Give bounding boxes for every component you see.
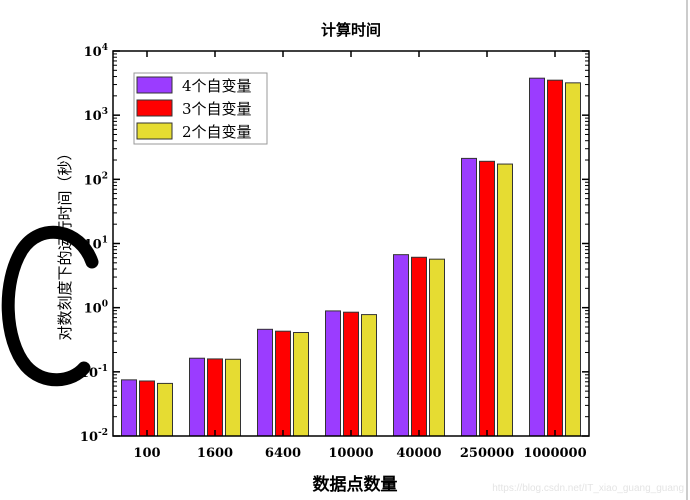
watermark: https://blog.csdn.net/IT_xiao_guang_guan… <box>492 483 684 494</box>
bar-10000-2 <box>343 311 359 437</box>
bar-250000-3 <box>497 163 513 437</box>
window-edge <box>686 0 688 500</box>
bar-1000000-1 <box>529 77 545 437</box>
legend-swatch <box>136 99 173 117</box>
x-axis-label: 数据点数量 <box>313 474 398 495</box>
bar-6400-1 <box>257 328 273 437</box>
bar-100-1 <box>121 379 137 437</box>
bar-40000-3 <box>429 258 445 437</box>
y-tick-label: 104 <box>84 43 108 60</box>
bar-40000-1 <box>393 254 409 437</box>
legend-swatch <box>136 122 173 140</box>
legend-label: 3个自变量 <box>182 100 252 118</box>
bar-1600-2 <box>207 358 223 437</box>
x-tick-label: 10000 <box>328 446 373 461</box>
x-tick-label: 100 <box>133 446 160 461</box>
x-tick-label: 1600 <box>197 446 233 461</box>
legend-label: 4个自变量 <box>182 77 252 95</box>
bar-1000000-3 <box>565 82 581 437</box>
y-tick-label: 100 <box>84 300 108 317</box>
y-tick-label: 102 <box>84 171 108 188</box>
bar-1600-3 <box>225 358 241 437</box>
bar-100-3 <box>157 382 173 437</box>
chart-title: 计算时间 <box>321 21 381 39</box>
x-tick-label: 40000 <box>396 446 441 461</box>
bar-1000000-2 <box>547 79 563 437</box>
bar-250000-1 <box>461 157 477 437</box>
bar-6400-2 <box>275 330 291 437</box>
bar-100-2 <box>139 380 155 437</box>
y-tick-label: 10-1 <box>80 364 108 381</box>
y-axis-label: 对数刻度下的运行时间（秒） <box>56 145 74 340</box>
c-shape-artifact <box>1 225 99 387</box>
legend-label: 2个自变量 <box>182 123 252 141</box>
bar-250000-2 <box>479 160 495 437</box>
x-tick-label: 1000000 <box>523 446 586 461</box>
legend-swatch <box>136 76 173 94</box>
bar-1600-1 <box>189 357 205 437</box>
bar-10000-3 <box>361 314 377 437</box>
y-tick-label: 10-2 <box>80 428 108 445</box>
x-tick-label: 250000 <box>460 446 514 461</box>
y-tick-label: 101 <box>84 236 108 253</box>
y-tick-label: 103 <box>84 107 108 124</box>
bar-40000-2 <box>411 256 427 437</box>
bar-6400-3 <box>293 332 309 437</box>
x-tick-label: 6400 <box>265 446 301 461</box>
bar-10000-1 <box>325 310 341 437</box>
